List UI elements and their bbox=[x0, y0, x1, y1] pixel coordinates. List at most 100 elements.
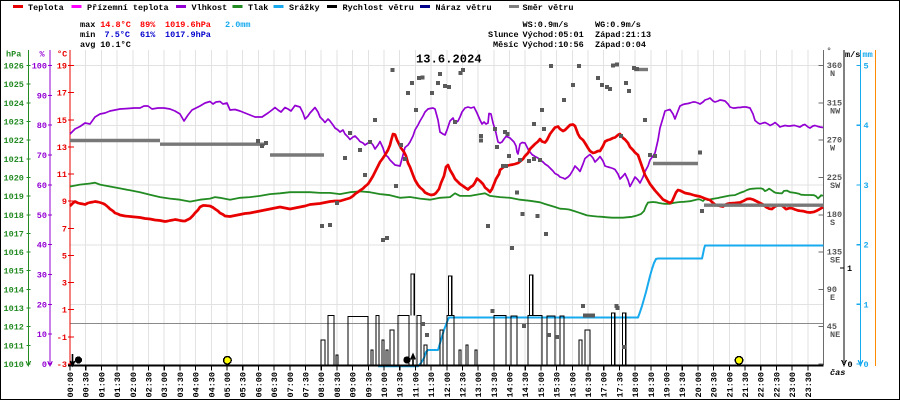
svg-text:02:30: 02:30 bbox=[145, 372, 155, 398]
svg-text:1013: 1013 bbox=[4, 304, 24, 314]
svg-text:3: 3 bbox=[62, 279, 67, 289]
svg-text:5: 5 bbox=[864, 62, 869, 72]
svg-text:min: min bbox=[80, 30, 95, 40]
svg-text:WS:0.9m/s: WS:0.9m/s bbox=[523, 20, 569, 30]
svg-text:11:30: 11:30 bbox=[427, 372, 437, 398]
svg-text:09:00: 09:00 bbox=[349, 372, 359, 398]
svg-text:1: 1 bbox=[864, 300, 869, 310]
svg-text:89%: 89% bbox=[140, 20, 156, 30]
svg-text:05:00: 05:00 bbox=[223, 372, 233, 398]
svg-text:21:00: 21:00 bbox=[725, 372, 735, 398]
svg-text:1: 1 bbox=[62, 306, 67, 316]
svg-text:%: % bbox=[40, 50, 46, 60]
svg-text:1019.6hPa: 1019.6hPa bbox=[165, 20, 211, 30]
svg-text:Vlhkost: Vlhkost bbox=[192, 3, 228, 13]
svg-text:360: 360 bbox=[827, 61, 842, 71]
svg-text:1015: 1015 bbox=[4, 267, 24, 277]
svg-text:Směr větru: Směr větru bbox=[523, 3, 574, 13]
svg-text:17:30: 17:30 bbox=[615, 372, 625, 398]
svg-text:1021: 1021 bbox=[4, 155, 24, 165]
svg-text:10:30: 10:30 bbox=[396, 372, 406, 398]
svg-text:07:30: 07:30 bbox=[302, 372, 312, 398]
svg-text:06:30: 06:30 bbox=[270, 372, 280, 398]
svg-text:-1: -1 bbox=[57, 333, 67, 343]
svg-text:0: 0 bbox=[42, 360, 47, 370]
svg-text:1017.9hPa: 1017.9hPa bbox=[165, 30, 211, 40]
svg-text:17:00: 17:00 bbox=[600, 372, 610, 398]
svg-text:1026: 1026 bbox=[4, 62, 24, 72]
svg-text:10:00: 10:00 bbox=[380, 372, 390, 398]
svg-text:00:00: 00:00 bbox=[66, 372, 76, 398]
svg-text:hPa: hPa bbox=[6, 50, 21, 60]
svg-text:Srážky: Srážky bbox=[289, 3, 320, 13]
svg-text:°C: °C bbox=[57, 50, 67, 60]
svg-text:Západ:0:04: Západ:0:04 bbox=[595, 40, 646, 50]
svg-text:19:30: 19:30 bbox=[678, 372, 688, 398]
svg-text:7.5°C: 7.5°C bbox=[105, 30, 131, 40]
svg-text:315: 315 bbox=[827, 98, 842, 108]
svg-text:61%: 61% bbox=[140, 30, 156, 40]
svg-text:NE: NE bbox=[830, 330, 840, 340]
svg-text:45: 45 bbox=[827, 322, 837, 332]
svg-text:20:30: 20:30 bbox=[710, 372, 720, 398]
svg-text:m/s: m/s bbox=[845, 50, 860, 60]
svg-text:Teplota: Teplota bbox=[28, 3, 64, 13]
svg-text:14:00: 14:00 bbox=[506, 372, 516, 398]
svg-text:-3: -3 bbox=[57, 360, 67, 370]
svg-text:18:30: 18:30 bbox=[647, 372, 657, 398]
svg-text:90: 90 bbox=[37, 91, 47, 101]
svg-text:30: 30 bbox=[37, 270, 47, 280]
svg-text:2.0mm: 2.0mm bbox=[225, 20, 251, 30]
svg-text:čas: čas bbox=[830, 368, 845, 378]
svg-text:01:30: 01:30 bbox=[113, 372, 123, 398]
svg-text:W: W bbox=[830, 144, 836, 154]
svg-text:13:30: 13:30 bbox=[490, 372, 500, 398]
svg-text:15: 15 bbox=[57, 116, 67, 126]
svg-text:22:30: 22:30 bbox=[772, 372, 782, 398]
svg-text:5: 5 bbox=[62, 252, 67, 262]
svg-text:1018: 1018 bbox=[4, 211, 24, 221]
svg-text:mm: mm bbox=[863, 50, 873, 60]
svg-text:13:00: 13:00 bbox=[474, 372, 484, 398]
svg-text:WG:0.9m/s: WG:0.9m/s bbox=[595, 20, 641, 30]
svg-text:S: S bbox=[830, 218, 835, 228]
svg-text:1019: 1019 bbox=[4, 192, 24, 202]
svg-text:04:00: 04:00 bbox=[192, 372, 202, 398]
svg-text:13: 13 bbox=[57, 143, 67, 153]
svg-text:1017: 1017 bbox=[4, 229, 24, 239]
svg-text:max: max bbox=[80, 20, 95, 30]
svg-text:SW: SW bbox=[830, 181, 841, 191]
svg-text:02:00: 02:00 bbox=[129, 372, 139, 398]
svg-text:11: 11 bbox=[57, 170, 67, 180]
svg-text:270: 270 bbox=[827, 136, 842, 146]
svg-text:SE: SE bbox=[830, 256, 840, 266]
svg-text:40: 40 bbox=[37, 241, 47, 251]
svg-text:0: 0 bbox=[864, 360, 869, 370]
svg-text:Východ:05:01: Východ:05:01 bbox=[523, 30, 584, 40]
svg-text:07:00: 07:00 bbox=[286, 372, 296, 398]
svg-text:180: 180 bbox=[827, 210, 842, 220]
svg-text:15:00: 15:00 bbox=[537, 372, 547, 398]
svg-text:Východ:10:56: Východ:10:56 bbox=[523, 40, 584, 50]
svg-text:avg: avg bbox=[80, 40, 95, 50]
svg-text:17: 17 bbox=[57, 89, 67, 99]
svg-text:1012: 1012 bbox=[4, 323, 24, 333]
svg-text:06:00: 06:00 bbox=[254, 372, 264, 398]
svg-text:135: 135 bbox=[827, 248, 842, 258]
svg-text:60: 60 bbox=[37, 181, 47, 191]
svg-text:1014: 1014 bbox=[4, 285, 24, 295]
svg-text:1020: 1020 bbox=[4, 173, 24, 183]
svg-text:1: 1 bbox=[847, 264, 852, 274]
svg-text:11:00: 11:00 bbox=[411, 372, 421, 398]
svg-text:10.1°C: 10.1°C bbox=[100, 40, 131, 50]
svg-text:05:30: 05:30 bbox=[239, 372, 249, 398]
svg-text:20: 20 bbox=[37, 300, 47, 310]
svg-text:12:00: 12:00 bbox=[443, 372, 453, 398]
svg-text:4: 4 bbox=[864, 121, 869, 131]
svg-text:09:30: 09:30 bbox=[364, 372, 374, 398]
svg-text:225: 225 bbox=[827, 173, 842, 183]
svg-text:Tlak: Tlak bbox=[248, 3, 268, 13]
svg-text:100: 100 bbox=[32, 62, 47, 72]
svg-text:0: 0 bbox=[848, 360, 853, 370]
svg-text:1010: 1010 bbox=[4, 360, 24, 370]
